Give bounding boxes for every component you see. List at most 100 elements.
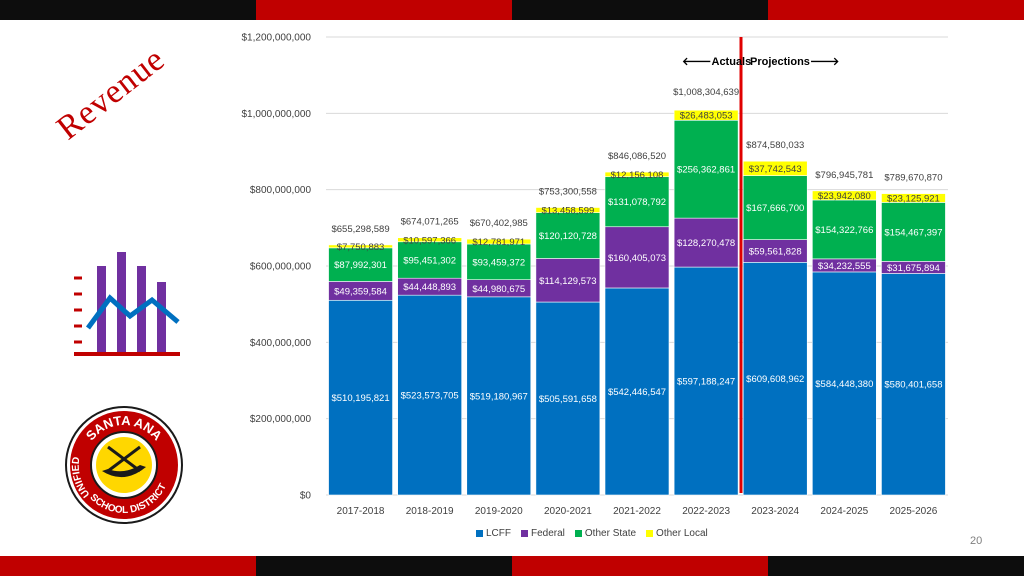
data-label: $49,359,584 (334, 286, 387, 297)
bar-segment-other-local (397, 237, 462, 243)
data-label: $584,448,380 (815, 379, 873, 390)
data-label: $12,781,971 (472, 237, 525, 248)
y-tick-label: $600,000,000 (250, 262, 312, 273)
data-label: $26,483,053 (680, 111, 733, 122)
band-segment (256, 0, 512, 20)
bar-segment-other-state (673, 119, 739, 219)
data-label: $523,573,705 (401, 391, 459, 402)
data-label: $114,129,573 (539, 276, 596, 287)
data-label: $160,405,073 (608, 253, 666, 264)
data-label: $44,980,675 (472, 284, 525, 295)
data-label: $609,608,962 (746, 374, 804, 385)
legend-label: Federal (531, 528, 565, 539)
data-label: $510,195,821 (331, 393, 389, 404)
data-label: $87,992,301 (334, 260, 387, 271)
data-label: $154,467,397 (884, 227, 942, 238)
bar-segment-lcff (466, 296, 532, 496)
y-tick-label: $400,000,000 (250, 338, 312, 349)
data-label: $37,742,543 (749, 164, 802, 175)
bar-segment-lcff (742, 262, 808, 496)
projections-label: Projections🡒 (750, 56, 840, 68)
bar-segment-other-local (812, 190, 877, 201)
data-label: $167,666,700 (746, 203, 804, 214)
band-segment (512, 556, 768, 576)
bar-segment-other-local (604, 171, 670, 178)
bar-segment-other-state (535, 212, 601, 259)
data-label: $12,156,108 (611, 170, 664, 181)
bar-segment-lcff (397, 294, 462, 496)
band-segment (256, 556, 512, 576)
actuals-text: Actuals (711, 56, 752, 68)
legend-item-federal: Federal (521, 528, 565, 539)
legend-swatch (521, 530, 528, 537)
total-label: $796,945,781 (815, 170, 873, 181)
data-label: $597,188,247 (677, 377, 735, 388)
y-tick-label: $800,000,000 (250, 185, 312, 196)
bar-segment-lcff (604, 287, 670, 496)
bar-segment-federal (604, 226, 670, 289)
legend-item-other-local: Other Local (646, 528, 708, 539)
district-seal-logo: SANTA ANA SCHOOL DISTRICT UNIFIED (65, 406, 183, 524)
bar-segment-other-state (604, 176, 670, 228)
legend-item-lcff: LCFF (476, 528, 511, 539)
slide-number: 20 (970, 535, 983, 547)
x-tick-label: 2021-2022 (613, 506, 661, 517)
data-label: $131,078,792 (608, 197, 666, 208)
x-tick-label: 2017-2018 (337, 506, 385, 517)
band-segment (0, 556, 256, 576)
total-label: $874,580,033 (746, 140, 804, 151)
total-label: $753,300,558 (539, 186, 597, 197)
bar-segment-other-state (812, 199, 877, 260)
bar-chart-icon (74, 252, 180, 356)
band-segment (768, 556, 1024, 576)
data-label: $128,270,478 (677, 238, 735, 249)
legend-swatch (574, 530, 582, 537)
legend-swatch (646, 530, 654, 537)
legend-label: LCFF (486, 528, 511, 539)
projections-text: Projections (750, 56, 810, 68)
bar-segment-other-state (466, 243, 532, 280)
data-label: $31,675,894 (887, 263, 940, 274)
top-color-band (0, 0, 1024, 20)
data-label: $542,446,547 (608, 387, 666, 398)
band-segment (0, 0, 256, 20)
bar-segment-other-state (328, 247, 393, 282)
actuals-label: 🡐Actuals (682, 56, 752, 68)
data-label: $13,458,599 (541, 206, 594, 217)
data-label: $34,232,555 (818, 261, 871, 272)
x-tick-label: 2022-2023 (682, 506, 730, 517)
data-label: $519,180,967 (470, 391, 528, 402)
data-label: $59,561,828 (749, 246, 802, 257)
data-label: $23,942,080 (818, 191, 871, 202)
bar-segment-other-local (742, 160, 808, 176)
legend-item-other-state: Other State (574, 528, 637, 539)
data-label: $256,362,861 (677, 165, 735, 176)
total-label: $1,008,304,639 (673, 87, 739, 98)
data-label: $93,459,372 (472, 257, 525, 268)
bar-segment-other-local (673, 109, 739, 121)
y-tick-label: $200,000,000 (250, 414, 312, 425)
total-label: $789,670,870 (884, 173, 942, 184)
data-label: $505,591,658 (539, 394, 597, 405)
y-tick-label: $0 (300, 491, 312, 502)
data-label: $154,322,766 (815, 225, 873, 236)
bar-segment-lcff (328, 299, 393, 496)
bar-segment-other-state (881, 202, 946, 262)
y-tick-label: $1,200,000,000 (241, 33, 311, 44)
data-label: $44,448,893 (403, 282, 456, 293)
band-segment (768, 0, 1024, 20)
data-label: $580,401,658 (884, 380, 942, 391)
bar-segment-other-local (881, 193, 946, 203)
x-tick-label: 2025-2026 (890, 506, 938, 517)
data-label: $120,120,728 (539, 231, 597, 242)
bar-segment-federal (535, 258, 601, 303)
data-label: $7,750,883 (337, 242, 385, 253)
total-label: $670,402,985 (470, 218, 528, 229)
bar-segment-other-local (535, 207, 601, 213)
total-label: $674,071,265 (401, 217, 459, 228)
legend-label: Other State (584, 528, 637, 539)
legend-label: Other Local (656, 528, 708, 539)
legend-swatch (476, 530, 483, 537)
data-label: $95,451,302 (403, 255, 456, 266)
